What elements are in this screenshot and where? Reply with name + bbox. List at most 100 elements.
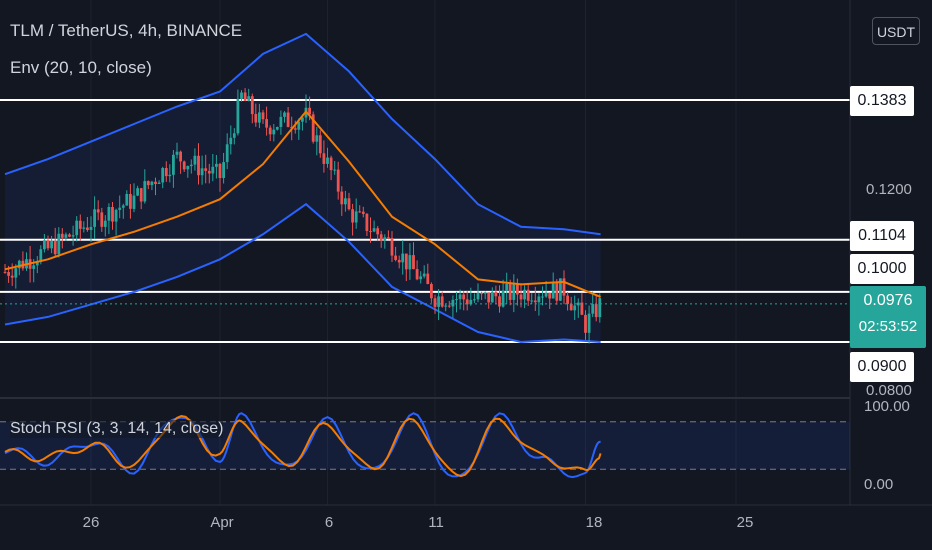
- candle-94: [336, 161, 340, 200]
- candle-10: [35, 256, 39, 274]
- candle-body: [530, 300, 534, 302]
- candle-87: [311, 111, 315, 144]
- candle-154: [551, 272, 555, 299]
- candle-body: [351, 209, 354, 223]
- candle-89: [318, 130, 322, 158]
- candle-body: [150, 181, 154, 186]
- candle-36: [129, 184, 132, 219]
- candle-166: [594, 294, 598, 322]
- stoch-k-line: [4, 412, 601, 479]
- indicator-legend[interactable]: Env (20, 10, close): [10, 58, 152, 77]
- candle-29: [103, 215, 107, 237]
- candle-body: [189, 164, 193, 167]
- candle-26: [93, 196, 96, 239]
- candle-body: [283, 112, 286, 117]
- envelope-basis-line: [4, 109, 601, 298]
- candle-body: [7, 272, 10, 276]
- candle-body: [161, 168, 165, 183]
- candle-body: [179, 151, 182, 162]
- candle-120: [430, 282, 433, 303]
- candle-body: [336, 169, 340, 192]
- candle-49: [175, 142, 179, 159]
- candle-167: [598, 293, 602, 323]
- candle-143: [512, 274, 516, 313]
- candle-body: [39, 249, 43, 262]
- candle-body: [315, 135, 319, 142]
- candle-body: [544, 292, 548, 297]
- candle-57: [204, 154, 208, 184]
- candle-body: [225, 144, 229, 163]
- candle-83: [297, 118, 301, 140]
- level-label-1[interactable]: 0.1383: [850, 86, 914, 116]
- level-label-4[interactable]: 0.0900: [850, 352, 914, 382]
- candle-46: [164, 161, 168, 182]
- candle-63: [225, 133, 229, 170]
- candle-body: [408, 255, 412, 270]
- candle-131: [469, 287, 473, 306]
- candle-158: [566, 292, 569, 311]
- candle-113: [404, 253, 408, 282]
- horizontal-levels: [0, 99, 850, 343]
- candle-105: [376, 226, 380, 242]
- candle-118: [422, 265, 426, 279]
- candle-body: [415, 269, 419, 280]
- candle-body: [390, 238, 394, 256]
- candle-68: [243, 88, 247, 102]
- candle-114: [408, 243, 412, 280]
- candle-44: [157, 180, 161, 184]
- candle-31: [111, 202, 114, 230]
- candle-body: [82, 227, 86, 229]
- candle-body: [584, 314, 587, 333]
- candle-123: [440, 291, 444, 308]
- level-label-2[interactable]: 0.1104: [850, 221, 914, 251]
- candle-body: [157, 182, 161, 184]
- candle-15: [53, 227, 57, 258]
- candle-97: [347, 192, 351, 211]
- candle-body: [447, 305, 451, 307]
- candle-body: [562, 278, 566, 296]
- candle-body: [275, 127, 279, 130]
- candle-body: [254, 114, 258, 123]
- envelope-upper-line: [4, 32, 601, 236]
- candle-body: [222, 162, 225, 178]
- candle-132: [473, 293, 476, 303]
- candle-116: [415, 260, 419, 281]
- candle-body: [419, 276, 423, 280]
- candle-body: [68, 234, 71, 237]
- candle-body: [14, 268, 18, 278]
- candle-body: [508, 283, 512, 300]
- currency-button[interactable]: USDT: [872, 17, 920, 45]
- candle-body: [207, 170, 211, 174]
- candle-body: [354, 211, 358, 223]
- candle-135: [483, 291, 487, 300]
- candle-96: [344, 190, 347, 212]
- chart-title: TLM / TetherUS, 4h, BINANCE: [10, 21, 243, 40]
- time-tick-1: 26: [82, 514, 100, 531]
- candle-body: [333, 169, 337, 171]
- last-price-badge: 0.0976 02:53:52: [850, 286, 926, 348]
- level-label-3[interactable]: 0.1000: [850, 254, 914, 284]
- candle-body: [86, 227, 89, 230]
- candle-body: [261, 112, 265, 120]
- candle-23: [82, 221, 86, 233]
- candle-body: [487, 292, 491, 303]
- candle-body: [483, 292, 487, 294]
- candle-body: [412, 255, 415, 270]
- candle-119: [426, 263, 430, 285]
- candle-body: [379, 234, 383, 241]
- candle-body: [322, 153, 326, 164]
- stoch-tick-0: 0.00: [864, 476, 894, 493]
- envelope-fill: [5, 33, 601, 343]
- candle-164: [587, 305, 591, 344]
- candle-165: [591, 291, 595, 317]
- candle-body: [103, 220, 107, 227]
- candle-body: [3, 271, 7, 273]
- candle-134: [480, 291, 483, 300]
- oscillator-legend[interactable]: Stoch RSI (3, 3, 14, 14, close): [10, 420, 224, 438]
- candle-body: [139, 188, 143, 202]
- candle-body: [580, 302, 584, 315]
- candle-108: [387, 230, 390, 240]
- candle-body: [168, 174, 172, 177]
- candle-54: [193, 148, 197, 171]
